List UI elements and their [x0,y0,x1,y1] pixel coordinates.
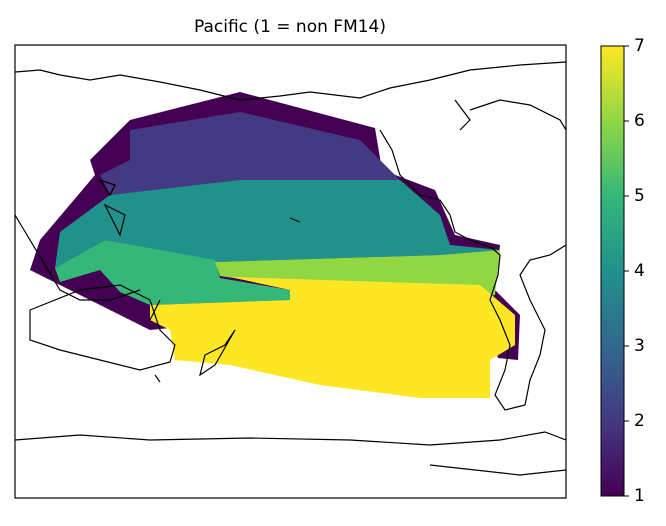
coastline [15,431,566,476]
regions [30,92,520,398]
coastline [15,214,161,321]
colorbar-tick-label: 7 [634,36,645,56]
colorbar-tick-label: 4 [634,261,645,281]
colorbar-tick-label: 2 [634,411,645,431]
region [150,277,515,398]
colorbar-tick-label: 3 [634,336,645,356]
colorbar-tick-label: 1 [634,486,645,506]
colorbar-tick-label: 5 [634,186,645,206]
coastlines [15,61,566,476]
colorbar-tick-label: 6 [634,111,645,131]
coastline [98,178,301,237]
colorbar [600,45,625,497]
map-title: Pacific (1 = non FM14) [194,17,386,37]
coastline [15,61,566,101]
region [55,240,290,305]
coastline [379,129,566,411]
coastline [454,99,566,131]
coastline [154,329,236,383]
region [100,112,400,195]
region [55,180,500,268]
map-frame [14,44,567,499]
coastline [29,284,176,371]
